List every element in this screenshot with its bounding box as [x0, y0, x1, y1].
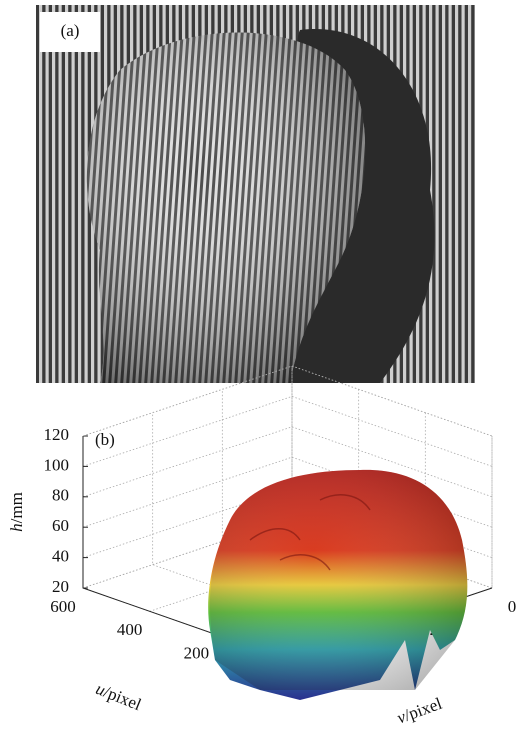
u-tick-label: 600: [50, 597, 76, 616]
grid-line: [83, 396, 492, 466]
h-tick-label: 80: [52, 486, 69, 505]
face-shading: [210, 470, 467, 690]
axis-symbol: h: [7, 523, 26, 532]
panel-label: (a): [61, 21, 80, 40]
axis-unit: /pixel: [402, 694, 445, 725]
surface-plot: 2040608010012060040020000200400600h/mmu/…: [7, 366, 516, 727]
u-tick-label: 400: [117, 620, 143, 639]
figure: (a) 2040608010012060040020000200400600h/…: [0, 0, 518, 743]
h-tick-label: 40: [52, 547, 69, 566]
h-tick-label: 20: [52, 577, 69, 596]
h-tick-label: 100: [44, 455, 70, 474]
h-tick-label: 120: [44, 425, 70, 444]
h-tick-label: 60: [52, 516, 69, 535]
axis-unit: /pixel: [101, 682, 144, 714]
panel-label: (b): [95, 430, 115, 449]
u-axis-label: u/pixel: [93, 679, 144, 714]
u-tick-label: 200: [184, 644, 210, 663]
photo-panel: (a): [36, 5, 475, 383]
h-axis-label: h/mm: [7, 492, 26, 532]
axis-unit: /mm: [7, 492, 26, 523]
v-tick-label: 0: [508, 597, 517, 616]
v-axis-label: v/pixel: [394, 694, 444, 728]
